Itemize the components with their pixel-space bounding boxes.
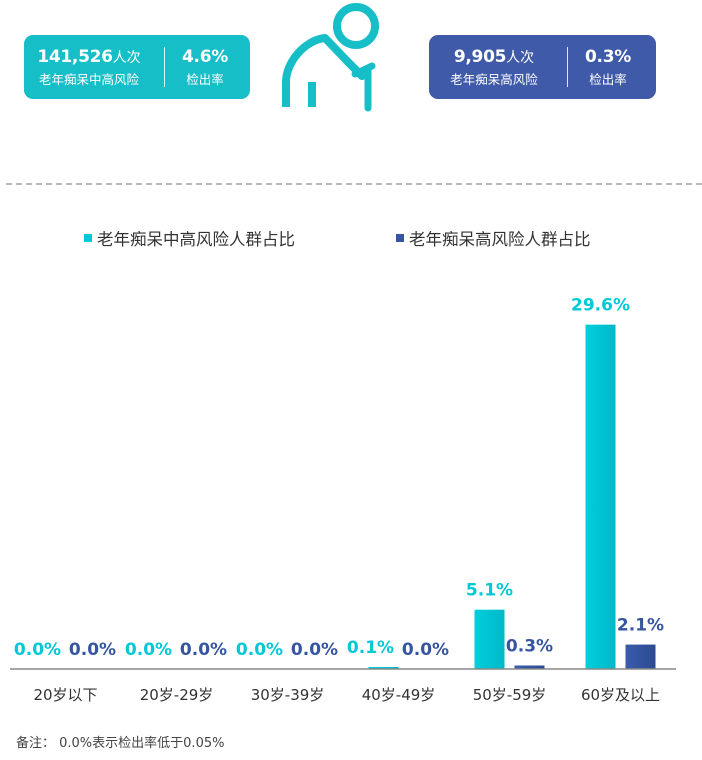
x-tick-label-4: 50岁-59岁: [473, 686, 547, 704]
summary-card-high-risk: 9,905人次 老年痴呆高风险 0.3% 检出率: [429, 35, 656, 99]
data-label-medium-high-risk-0: 0.0%: [14, 640, 61, 660]
bar-medium-high-risk-4: [474, 609, 505, 669]
bar-chart: 0.0% 0.0% 20岁以下 0.0% 0.0% 20岁-29岁 0.0% 0.0% 30岁-…: [10, 296, 676, 704]
data-label-medium-high-risk-2: 0.0%: [236, 640, 283, 660]
data-label-high-risk-0: 0.0%: [69, 640, 116, 660]
legend-label-high-risk: 老年痴呆高风险人群占比: [409, 230, 591, 249]
section-divider: [6, 183, 702, 185]
summary-card-medium-high-risk: 141,526人次 老年痴呆中高风险 4.6% 检出率: [24, 35, 250, 99]
data-label-high-risk-4: 0.3%: [506, 637, 553, 657]
legend-item-medium-high-risk: 老年痴呆中高风险人群占比: [84, 226, 295, 250]
bar-medium-high-risk-3: [368, 667, 399, 669]
bar-high-risk-4: [514, 665, 545, 669]
data-label-high-risk-1: 0.0%: [180, 640, 227, 660]
high-risk-rate: 0.3%: [585, 46, 631, 67]
bar-high-risk-5: [625, 644, 656, 669]
x-tick-label-0: 20岁以下: [33, 686, 97, 704]
high-risk-count: 9,905人次: [453, 46, 535, 67]
high-risk-rate-label: 检出率: [589, 71, 627, 87]
legend-label-medium-high-risk: 老年痴呆中高风险人群占比: [97, 230, 295, 249]
data-label-medium-high-risk-4: 5.1%: [466, 581, 513, 601]
x-tick-label-2: 30岁-39岁: [251, 686, 325, 704]
data-label-medium-high-risk-1: 0.0%: [125, 640, 172, 660]
legend-swatch-high-risk: [396, 234, 404, 242]
data-label-high-risk-3: 0.0%: [402, 640, 449, 660]
card-divider: [164, 47, 165, 87]
medium-high-risk-rate: 4.6%: [182, 46, 228, 67]
medium-high-risk-count: 141,526人次: [37, 46, 141, 67]
medium-high-risk-count-label: 老年痴呆中高风险: [38, 71, 139, 87]
footnote: 备注： 0.0%表示检出率低于0.05%: [16, 736, 225, 751]
data-label-medium-high-risk-5: 29.6%: [571, 296, 630, 316]
x-tick-label-1: 20岁-29岁: [140, 686, 214, 704]
high-risk-count-label: 老年痴呆高风险: [450, 71, 538, 87]
card-divider: [567, 47, 568, 87]
x-tick-label-3: 40岁-49岁: [362, 686, 436, 704]
medium-high-risk-rate-label: 检出率: [186, 71, 224, 87]
legend-swatch-medium-high-risk: [84, 234, 92, 242]
data-label-high-risk-2: 0.0%: [291, 640, 338, 660]
elderly-person-with-cane-icon: [282, 3, 379, 112]
bar-medium-high-risk-5: [585, 324, 616, 669]
x-tick-label-5: 60岁及以上: [581, 686, 660, 704]
data-label-medium-high-risk-3: 0.1%: [347, 638, 394, 658]
legend-item-high-risk: 老年痴呆高风险人群占比: [396, 226, 591, 250]
data-label-high-risk-5: 2.1%: [617, 616, 664, 636]
